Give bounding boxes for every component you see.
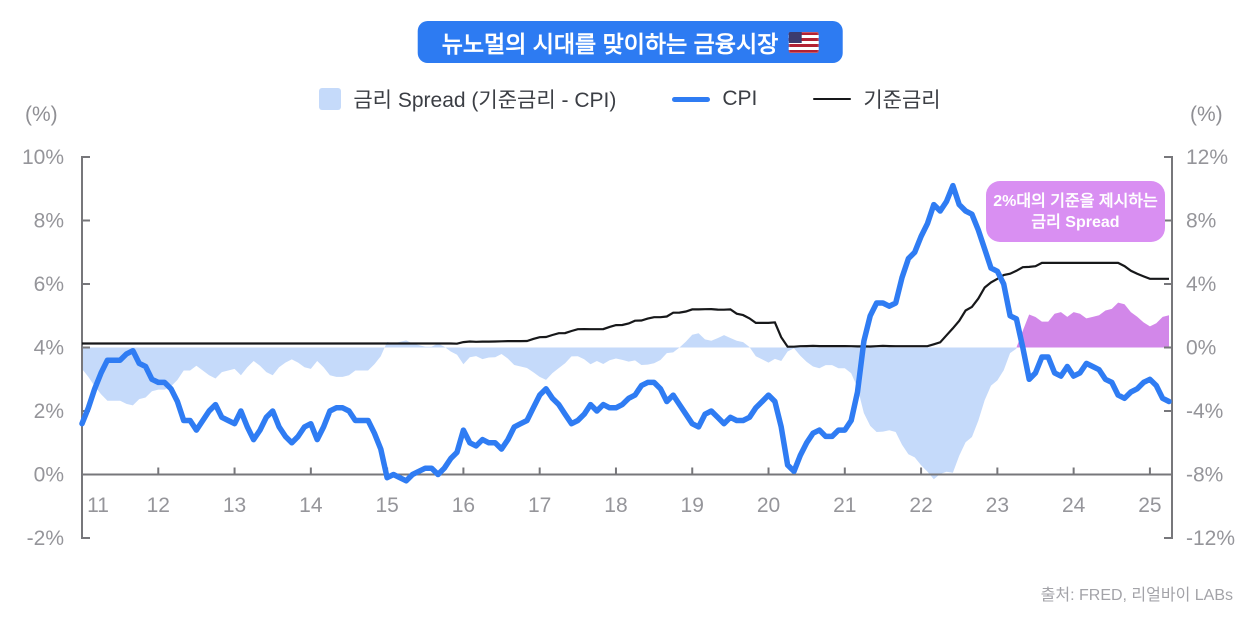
- legend: 금리 Spread (기준금리 - CPI) CPI 기준금리: [0, 84, 1260, 114]
- x-tick-label: 23: [986, 494, 1009, 517]
- page-title: 뉴노멀의 시대를 맞이하는 금융시장: [441, 31, 779, 57]
- x-tick-label: 16: [452, 494, 475, 517]
- spread-area: [82, 333, 1017, 480]
- legend-item-cpi: CPI: [672, 87, 757, 111]
- legend-cpi-label: CPI: [722, 87, 758, 110]
- left-tick-label: 10%: [22, 146, 64, 169]
- x-tick-label: 24: [1062, 494, 1086, 517]
- cpi-line-swatch-icon: [672, 96, 711, 102]
- legend-rate-label: 기준금리: [863, 89, 941, 112]
- cpi-line: [79, 182, 1172, 484]
- spread-swatch-icon: [319, 88, 342, 110]
- right-tick-label: -12%: [1186, 527, 1235, 550]
- us-flag-icon: [788, 31, 819, 53]
- legend-spread-label: 금리 Spread (기준금리 - CPI): [353, 89, 617, 112]
- left-tick-label: 4%: [34, 337, 64, 360]
- left-tick-label: 6%: [34, 273, 64, 296]
- us-flag-canton: [788, 31, 802, 43]
- legend-item-spread: 금리 Spread (기준금리 - CPI): [319, 84, 616, 114]
- spread-area-highlight: [1016, 302, 1169, 348]
- x-tick-label: 22: [909, 494, 932, 517]
- right-tick-label: 4%: [1186, 273, 1216, 296]
- right-tick-label: 0%: [1186, 337, 1216, 360]
- spread-callout-line2: 금리 Spread: [1031, 213, 1120, 231]
- x-tick-label: 17: [528, 494, 551, 517]
- right-tick-label: -4%: [1186, 400, 1223, 423]
- left-tick-label: 2%: [34, 400, 64, 423]
- x-tick-label: 12: [147, 494, 170, 517]
- left-tick-label: -2%: [27, 527, 64, 550]
- rate-line-swatch-icon: [813, 98, 852, 100]
- x-tick-label: 14: [299, 494, 323, 517]
- x-tick-label: 15: [375, 494, 398, 517]
- x-tick-label: 20: [757, 494, 780, 517]
- x-tick-label: 18: [604, 494, 627, 517]
- x-tick-label: 19: [681, 494, 704, 517]
- x-tick-label: 21: [833, 494, 856, 517]
- right-tick-label: -8%: [1186, 464, 1223, 487]
- right-tick-label: 8%: [1186, 210, 1216, 233]
- x-tick-label: 13: [223, 494, 246, 517]
- left-axis-unit: (%): [25, 103, 58, 126]
- left-tick-label: 0%: [34, 464, 64, 487]
- left-tick-label: 8%: [34, 210, 64, 233]
- title-banner: 뉴노멀의 시대를 맞이하는 금융시장: [417, 21, 843, 63]
- x-tick-label: 11: [87, 494, 109, 517]
- base-rate-line: [82, 261, 1169, 348]
- right-axis-unit: (%): [1190, 103, 1223, 126]
- right-tick-label: 12%: [1186, 146, 1228, 169]
- source-credit: 출처: FRED, 리얼바이 LABs: [1040, 587, 1233, 604]
- spread-callout: 2%대의 기준을 제시하는 금리 Spread: [986, 181, 1165, 242]
- spread-callout-line1: 2%대의 기준을 제시하는: [993, 192, 1158, 210]
- legend-item-rate: 기준금리: [813, 84, 941, 114]
- x-tick-label: 25: [1138, 494, 1161, 517]
